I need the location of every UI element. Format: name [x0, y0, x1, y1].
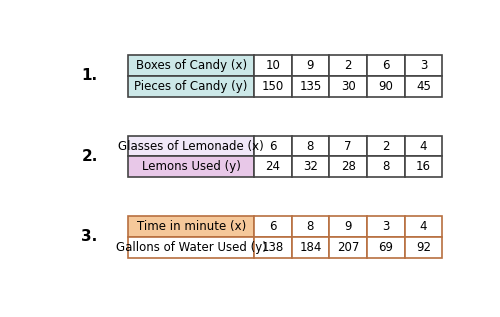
Bar — [404, 136, 442, 156]
Bar — [128, 136, 254, 156]
Text: Time in minute (x): Time in minute (x) — [136, 220, 246, 233]
Text: 9: 9 — [344, 220, 352, 233]
Text: 28: 28 — [340, 160, 355, 173]
Text: Gallons of Water Used (y): Gallons of Water Used (y) — [116, 241, 266, 254]
Text: 2: 2 — [382, 139, 390, 152]
Text: 4: 4 — [420, 220, 427, 233]
Text: 8: 8 — [382, 160, 390, 173]
Text: 6: 6 — [269, 139, 276, 152]
Bar — [292, 55, 330, 76]
Bar — [254, 156, 292, 177]
Text: 45: 45 — [416, 80, 431, 93]
Bar — [254, 136, 292, 156]
Bar — [367, 76, 405, 97]
Text: 30: 30 — [340, 80, 355, 93]
Bar — [128, 55, 254, 76]
Text: 8: 8 — [306, 139, 314, 152]
Text: Pieces of Candy (y): Pieces of Candy (y) — [134, 80, 248, 93]
Text: 150: 150 — [262, 80, 284, 93]
Bar — [404, 156, 442, 177]
Bar — [367, 136, 405, 156]
Text: 2.: 2. — [82, 149, 98, 164]
Text: 4: 4 — [420, 139, 427, 152]
Bar — [367, 55, 405, 76]
Bar — [128, 76, 254, 97]
Bar — [292, 76, 330, 97]
Bar — [404, 216, 442, 237]
Text: Lemons Used (y): Lemons Used (y) — [142, 160, 240, 173]
Text: Boxes of Candy (x): Boxes of Candy (x) — [136, 59, 246, 72]
Bar — [128, 216, 254, 237]
Bar — [254, 55, 292, 76]
Bar — [404, 55, 442, 76]
Text: 6: 6 — [382, 59, 390, 72]
Text: 3.: 3. — [82, 230, 98, 244]
Text: 10: 10 — [266, 59, 280, 72]
Bar — [254, 76, 292, 97]
Text: 207: 207 — [337, 241, 359, 254]
Bar — [254, 237, 292, 258]
Bar — [330, 55, 367, 76]
Text: 24: 24 — [266, 160, 280, 173]
Text: 16: 16 — [416, 160, 431, 173]
Text: 1.: 1. — [82, 68, 98, 83]
Bar — [292, 216, 330, 237]
Bar — [367, 237, 405, 258]
Bar — [128, 156, 254, 177]
Bar — [330, 237, 367, 258]
Text: 6: 6 — [269, 220, 276, 233]
Bar — [330, 216, 367, 237]
Text: 8: 8 — [306, 220, 314, 233]
Text: 3: 3 — [420, 59, 427, 72]
Bar — [330, 156, 367, 177]
Text: Glasses of Lemonade (x): Glasses of Lemonade (x) — [118, 139, 264, 152]
Bar — [367, 216, 405, 237]
Text: 69: 69 — [378, 241, 394, 254]
Text: 2: 2 — [344, 59, 352, 72]
Text: 32: 32 — [303, 160, 318, 173]
Text: 90: 90 — [378, 80, 393, 93]
Text: 92: 92 — [416, 241, 431, 254]
Bar — [367, 156, 405, 177]
Bar — [292, 237, 330, 258]
Bar — [254, 216, 292, 237]
Text: 7: 7 — [344, 139, 352, 152]
Text: 135: 135 — [300, 80, 322, 93]
Bar — [404, 237, 442, 258]
Bar — [292, 136, 330, 156]
Bar — [292, 156, 330, 177]
Text: 138: 138 — [262, 241, 284, 254]
Bar — [330, 136, 367, 156]
Text: 9: 9 — [306, 59, 314, 72]
Bar — [330, 76, 367, 97]
Bar — [128, 237, 254, 258]
Text: 3: 3 — [382, 220, 390, 233]
Text: 184: 184 — [299, 241, 322, 254]
Bar — [404, 76, 442, 97]
